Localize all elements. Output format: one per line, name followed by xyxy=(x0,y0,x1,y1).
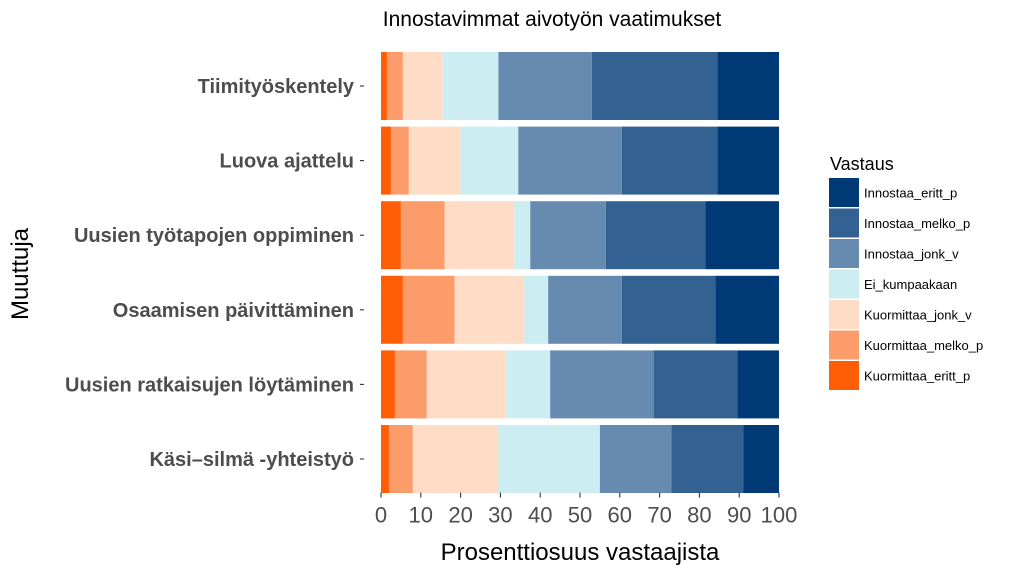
legend-label: Kuormittaa_eritt_p xyxy=(864,369,970,384)
bar-segment-4-2 xyxy=(426,350,507,419)
bar-segment-1-1 xyxy=(390,126,409,195)
category-label: Käsi–silmä -yhteistyö xyxy=(149,449,354,471)
bar-segment-0-3 xyxy=(442,52,499,120)
y-axis-title: Muuttuja xyxy=(7,227,34,320)
x-tick-label: 0 xyxy=(375,503,387,528)
legend-swatch xyxy=(829,178,859,207)
legend-label: Kuormittaa_jonk_v xyxy=(864,308,972,323)
bar-segment-0-2 xyxy=(402,52,443,120)
bar-segment-4-0 xyxy=(381,350,395,419)
bar-segment-5-0 xyxy=(381,425,389,493)
category-label: Osaamisen päivittäminen xyxy=(113,300,354,322)
x-tick-label: 50 xyxy=(568,503,592,528)
x-axis-title: Prosenttiosuus vastaajista xyxy=(441,539,720,566)
bar-segment-1-4 xyxy=(518,126,622,195)
bar-segment-3-0 xyxy=(381,275,403,344)
bar-segment-3-4 xyxy=(548,275,622,344)
legend-label: Innostaa_eritt_p xyxy=(864,186,957,201)
x-tick-label: 60 xyxy=(608,503,632,528)
bar-segment-1-2 xyxy=(408,126,461,195)
legend-label: Kuormittaa_melko_p xyxy=(864,338,983,353)
x-tick-label: 30 xyxy=(488,503,512,528)
bar-segment-5-5 xyxy=(671,425,744,493)
legend-label: Ei_kumpaakaan xyxy=(864,277,957,292)
x-tick-label: 80 xyxy=(687,503,711,528)
x-tick-label: 90 xyxy=(727,503,751,528)
bar-segment-5-6 xyxy=(743,425,779,493)
legend-swatch xyxy=(829,239,859,268)
legend-label: Innostaa_jonk_v xyxy=(864,247,959,262)
legend-swatch xyxy=(829,208,859,238)
bar-segment-1-5 xyxy=(621,126,718,195)
bar-segment-2-5 xyxy=(605,201,706,270)
x-axis: 0 10 20 30 40 50 60 70 80 90 100 xyxy=(375,492,798,528)
bar-segment-4-4 xyxy=(550,350,654,419)
category-label: Luova ajattelu xyxy=(220,151,354,173)
category-label: Uusien työtapojen oppiminen xyxy=(74,225,354,247)
bar-segment-2-1 xyxy=(400,201,445,270)
bar-segment-2-0 xyxy=(381,201,401,270)
bar-segment-0-0 xyxy=(381,52,387,120)
legend-swatch xyxy=(829,300,859,329)
bar-segment-0-1 xyxy=(386,52,403,120)
category-label: Tiimityöskentely xyxy=(198,76,355,98)
bar-segment-1-0 xyxy=(381,126,391,195)
legend-label: Innostaa_melko_p xyxy=(864,216,970,231)
chart-title: Innostavimmat aivotyön vaatimukset xyxy=(383,8,722,31)
bar-segment-5-4 xyxy=(599,425,672,493)
x-tick-label: 10 xyxy=(409,503,433,528)
bar-segment-4-5 xyxy=(653,350,738,419)
bar-segment-0-4 xyxy=(498,52,592,120)
bar-segment-0-6 xyxy=(717,52,779,120)
bar-segment-3-2 xyxy=(454,275,525,344)
x-tick-label: 20 xyxy=(448,503,472,528)
bar-segment-3-1 xyxy=(402,275,455,344)
x-tick-label: 70 xyxy=(647,503,671,528)
bar-segment-3-5 xyxy=(621,275,716,344)
x-tick-label: 100 xyxy=(761,503,798,528)
legend-title: Vastaus xyxy=(830,154,894,174)
category-label: Uusien ratkaisujen löytäminen xyxy=(65,374,354,396)
legend-swatch xyxy=(829,361,859,390)
bar-segment-3-6 xyxy=(715,275,779,344)
y-axis: Tiimityöskentely Luova ajattelu Uusien työ… xyxy=(65,76,364,471)
bar-segment-5-3 xyxy=(498,425,600,493)
bar-segment-2-6 xyxy=(705,201,779,270)
bar-segment-2-2 xyxy=(444,201,515,270)
bar-segment-5-2 xyxy=(412,425,499,493)
legend: Vastaus Innostaa_eritt_p Innostaa_melko_p… xyxy=(829,154,983,390)
bar-segment-4-6 xyxy=(737,350,779,419)
legend-swatch xyxy=(829,269,859,299)
bar-segment-1-3 xyxy=(460,126,519,195)
bar-segment-0-5 xyxy=(591,52,718,120)
bar-segment-4-1 xyxy=(394,350,427,419)
x-tick-label: 40 xyxy=(528,503,552,528)
legend-swatch xyxy=(829,330,859,360)
bar-segment-2-3 xyxy=(514,201,531,270)
bar-segment-5-1 xyxy=(388,425,413,493)
bar-segment-1-6 xyxy=(717,126,779,195)
bar-segment-3-3 xyxy=(524,275,549,344)
bar-segment-4-3 xyxy=(506,350,551,419)
bar-segment-2-4 xyxy=(530,201,606,270)
bars-layer xyxy=(381,52,779,493)
